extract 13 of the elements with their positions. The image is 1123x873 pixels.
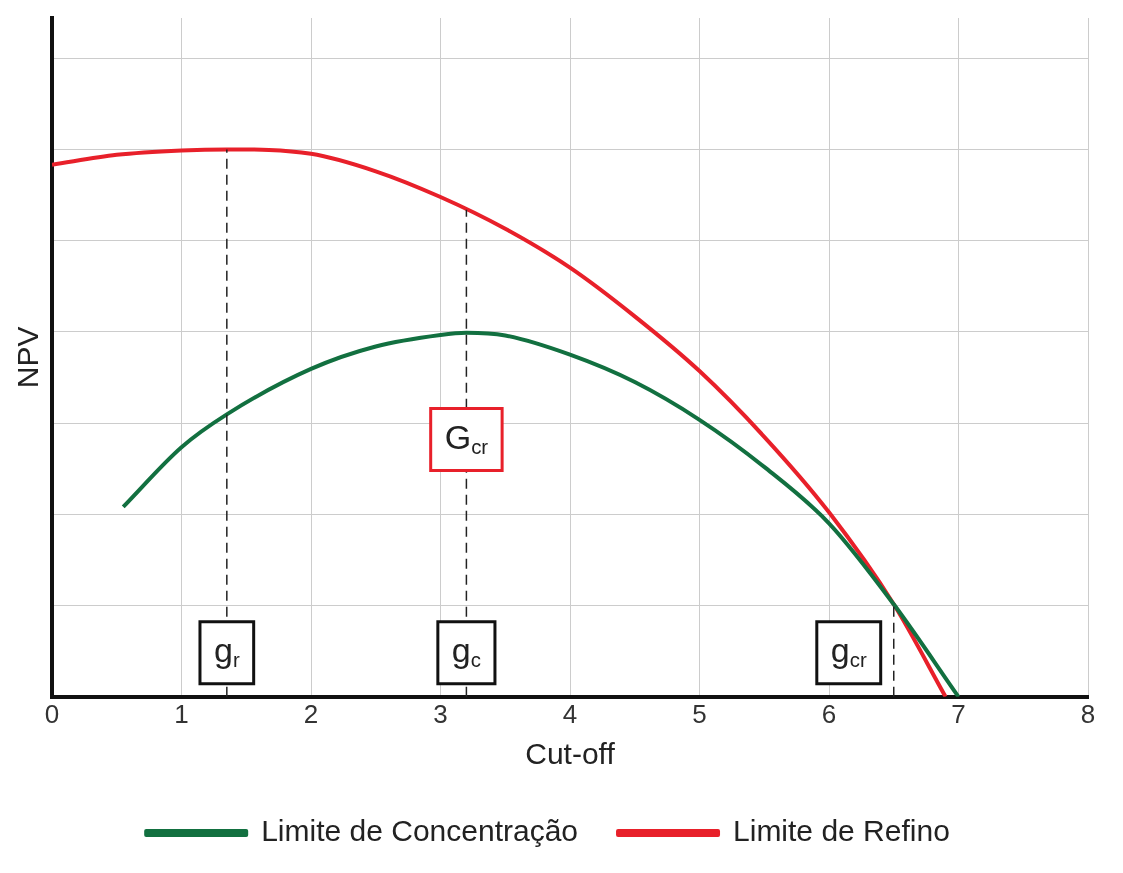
x-tick-label: 1 (174, 698, 189, 729)
x-tick-label: 3 (433, 698, 448, 729)
x-tick-label: 6 (821, 698, 837, 729)
x-tick-label: 0 (44, 698, 60, 729)
x-tick-label: 7 (951, 698, 966, 729)
x-tick-label: 8 (1080, 698, 1096, 729)
x-tick-label: 4 (562, 698, 578, 729)
legend-label: Limite de Refino (733, 814, 950, 848)
x-tick-label: 5 (692, 698, 707, 729)
x-tick-label: 2 (303, 698, 319, 729)
legend-label: Limite de Concentração (261, 814, 579, 848)
y-axis-title: NPV (11, 326, 45, 389)
x-axis-title: Cut-off (525, 737, 616, 771)
